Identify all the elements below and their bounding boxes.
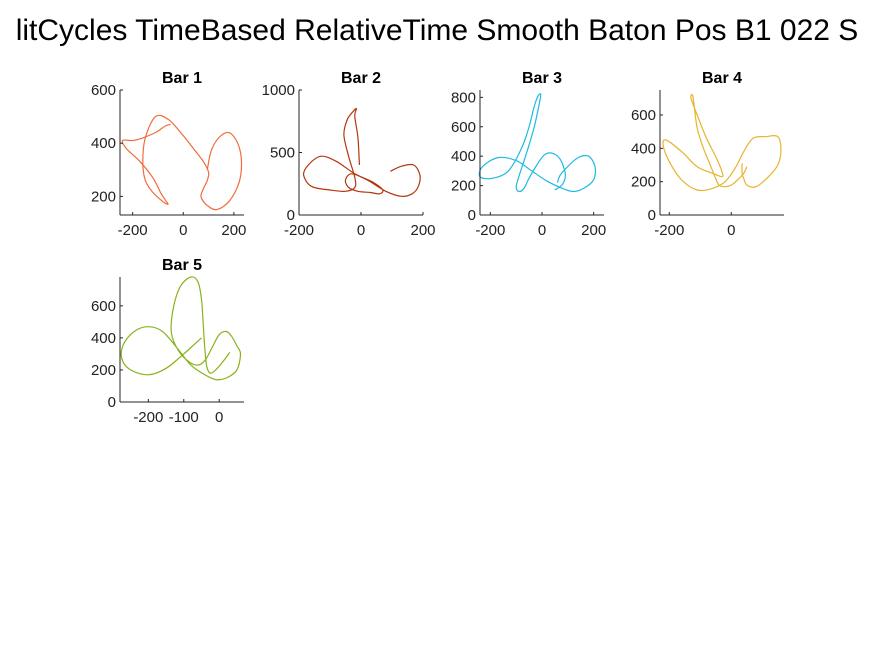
y-tick-label: 0 xyxy=(648,207,656,224)
x-tick-label: 0 xyxy=(215,409,223,426)
y-tick-label: 0 xyxy=(468,207,476,224)
y-tick-label: 600 xyxy=(91,82,116,99)
y-tick-label: 400 xyxy=(91,330,116,347)
x-tick-label: 0 xyxy=(727,222,735,239)
y-tick-label: 1000 xyxy=(262,82,295,99)
y-tick-label: 0 xyxy=(287,207,295,224)
trajectory-line xyxy=(121,114,243,211)
trajectory-line xyxy=(120,276,242,381)
x-tick-label: 200 xyxy=(581,222,606,239)
y-tick-label: 600 xyxy=(91,298,116,315)
y-tick-label: 500 xyxy=(270,145,295,162)
x-tick-label: 0 xyxy=(357,222,365,239)
trajectory-line xyxy=(662,94,782,192)
y-tick-label: 200 xyxy=(631,174,656,191)
subplot-1: -200 0 200 200 400 600 Bar 1 xyxy=(91,70,246,239)
y-tick-label: 200 xyxy=(451,178,476,195)
x-tick-label: -200 xyxy=(284,222,314,239)
x-tick-label: 200 xyxy=(410,222,435,239)
figure-title: litCycles TimeBased RelativeTime Smooth … xyxy=(15,14,859,47)
x-tick-label: -200 xyxy=(118,222,148,239)
y-tick-label: 200 xyxy=(91,188,116,205)
y-tick-label: 600 xyxy=(451,119,476,136)
y-tick-label: 400 xyxy=(91,135,116,152)
y-tick-label: 200 xyxy=(91,362,116,379)
trajectory-line xyxy=(302,107,421,197)
y-tick-label: 0 xyxy=(108,394,116,411)
x-tick-label: -200 xyxy=(133,409,163,426)
trajectory-line xyxy=(478,93,597,193)
y-tick-label: 400 xyxy=(451,148,476,165)
x-tick-label: 0 xyxy=(179,222,187,239)
subplot-title: Bar 4 xyxy=(702,70,742,87)
x-tick-label: -100 xyxy=(169,409,199,426)
subplot-title: Bar 1 xyxy=(162,70,202,87)
x-tick-label: -200 xyxy=(475,222,505,239)
x-tick-label: -200 xyxy=(654,222,684,239)
subplot-title: Bar 2 xyxy=(341,70,381,87)
subplot-title: Bar 3 xyxy=(522,70,562,87)
subplot-5: -200 -100 0 0 200 400 600 Bar 5 xyxy=(91,257,244,426)
x-tick-label: 0 xyxy=(538,222,546,239)
subplot-title: Bar 5 xyxy=(162,257,202,274)
y-tick-label: 800 xyxy=(451,89,476,106)
y-tick-label: 600 xyxy=(631,107,656,124)
x-tick-label: 200 xyxy=(221,222,246,239)
y-tick-label: 400 xyxy=(631,140,656,157)
